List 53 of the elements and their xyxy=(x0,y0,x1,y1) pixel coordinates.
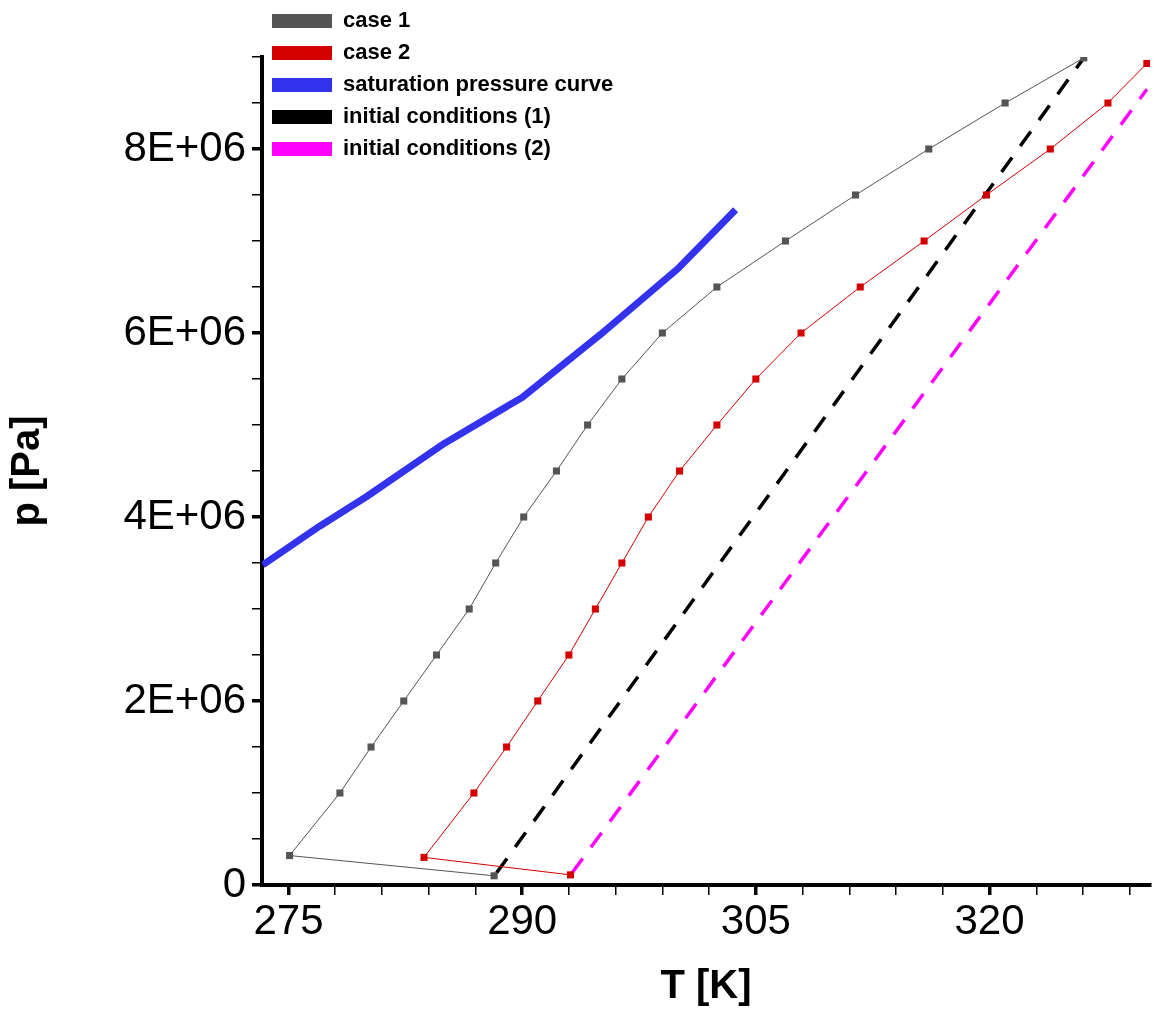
point xyxy=(367,743,375,751)
point xyxy=(925,145,933,153)
point xyxy=(286,852,294,860)
x-tick-label: 275 xyxy=(253,895,324,943)
point xyxy=(658,329,666,337)
point xyxy=(584,421,592,429)
x-tick-label: 305 xyxy=(720,895,791,943)
point xyxy=(503,743,511,751)
point xyxy=(470,789,478,797)
point xyxy=(1104,99,1112,107)
x-tick-label: 290 xyxy=(487,895,558,943)
legend-label: case 2 xyxy=(343,39,411,65)
point xyxy=(797,329,805,337)
point xyxy=(856,283,864,291)
point xyxy=(432,651,441,659)
y-axis-title: p [Pa] xyxy=(3,415,48,527)
point xyxy=(492,559,500,567)
x-axis-title: T [K] xyxy=(660,962,752,1007)
legend-label: saturation pressure curve xyxy=(343,71,614,97)
point xyxy=(920,237,928,245)
point xyxy=(713,283,721,291)
point xyxy=(852,191,860,199)
point xyxy=(465,605,473,613)
point xyxy=(1001,99,1009,107)
y-tick-label: 6E+06 xyxy=(123,306,246,354)
legend-label: case 1 xyxy=(343,7,411,33)
y-tick-label: 0 xyxy=(222,858,246,906)
point xyxy=(618,559,626,567)
point xyxy=(420,853,428,861)
y-tick-label: 8E+06 xyxy=(123,122,246,170)
y-tick-label: 4E+06 xyxy=(123,490,246,538)
legend-label: initial conditions (1) xyxy=(343,103,551,129)
point xyxy=(566,871,574,879)
point xyxy=(1143,59,1150,67)
point xyxy=(982,191,990,199)
point xyxy=(552,467,560,475)
point xyxy=(520,513,528,521)
point xyxy=(713,421,721,429)
point xyxy=(565,651,573,659)
point xyxy=(752,375,760,383)
legend-label: initial conditions (2) xyxy=(343,135,551,161)
x-tick-label: 320 xyxy=(954,895,1025,943)
point xyxy=(336,789,344,797)
point xyxy=(490,872,498,880)
point xyxy=(781,237,789,245)
point xyxy=(675,467,684,475)
point xyxy=(1046,145,1054,153)
point xyxy=(534,697,542,705)
y-tick-label: 2E+06 xyxy=(123,674,246,722)
point xyxy=(644,513,652,521)
point xyxy=(618,375,626,383)
point xyxy=(591,605,599,613)
point xyxy=(400,697,408,705)
